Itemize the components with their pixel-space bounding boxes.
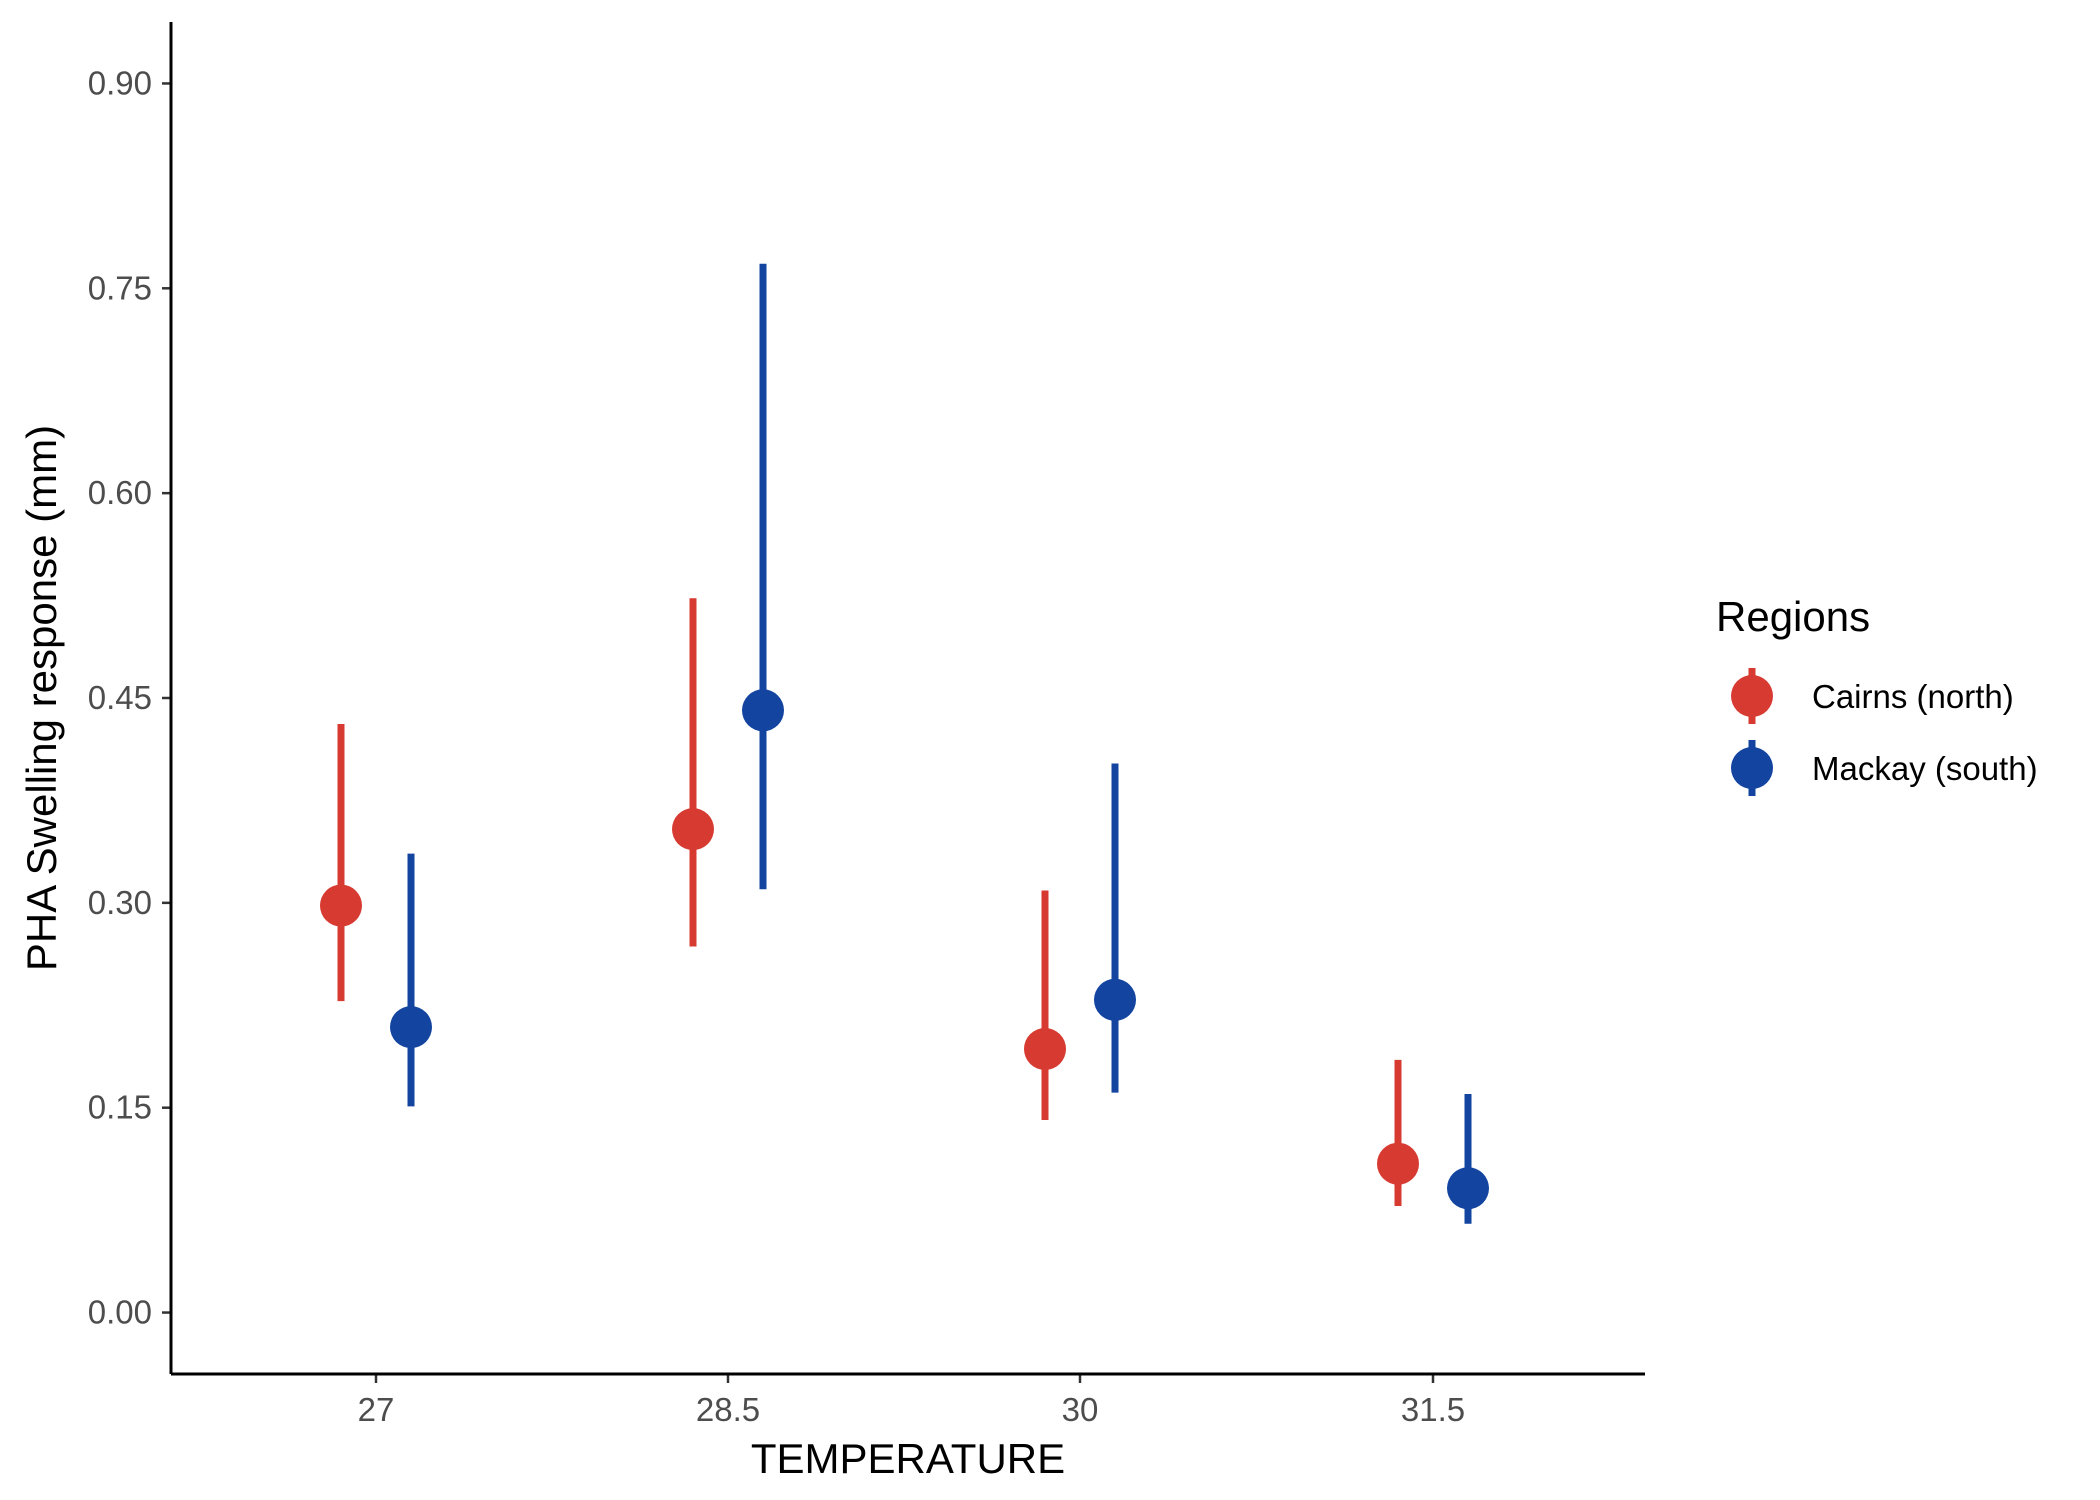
x-axis-ticks: 27 28.5 30 31.5	[358, 1374, 1465, 1428]
data-point	[1377, 1142, 1419, 1185]
data-point	[672, 808, 714, 851]
data-point	[742, 689, 784, 732]
y-tick-label: 0.45	[88, 679, 152, 716]
data-point	[1094, 978, 1136, 1021]
y-axis-ticks: 0.00 0.15 0.30 0.45 0.60 0.75 0.90	[88, 64, 171, 1331]
data-point	[320, 884, 362, 927]
x-axis-title: TEMPERATURE	[751, 1435, 1065, 1482]
series-2	[390, 263, 1489, 1224]
legend-key-point	[1731, 675, 1773, 717]
x-tick-label: 27	[358, 1391, 395, 1428]
y-tick-label: 0.00	[88, 1294, 152, 1331]
legend-label: Mackay (south)	[1812, 750, 2038, 787]
y-tick-label: 0.90	[88, 64, 152, 101]
legend-key-point	[1731, 747, 1773, 789]
x-tick-label: 28.5	[696, 1391, 760, 1428]
y-axis-title: PHA Swelling response (mm)	[18, 425, 65, 971]
y-tick-label: 0.30	[88, 884, 152, 921]
y-tick-label: 0.60	[88, 474, 152, 511]
x-tick-label: 30	[1062, 1391, 1099, 1428]
plot-marks	[320, 263, 1489, 1224]
legend-label: Cairns (north)	[1812, 678, 2014, 715]
data-point	[1024, 1027, 1066, 1070]
y-tick-label: 0.75	[88, 269, 152, 306]
legend-item: Mackay (south)	[1731, 740, 2038, 796]
legend: Regions Cairns (north) Mackay (south)	[1716, 593, 2038, 796]
data-point	[390, 1006, 432, 1049]
series-1	[320, 598, 1419, 1207]
x-tick-label: 31.5	[1401, 1391, 1465, 1428]
legend-item: Cairns (north)	[1731, 668, 2014, 724]
legend-title: Regions	[1716, 593, 1870, 640]
data-point	[1447, 1167, 1489, 1210]
y-tick-label: 0.15	[88, 1089, 152, 1126]
